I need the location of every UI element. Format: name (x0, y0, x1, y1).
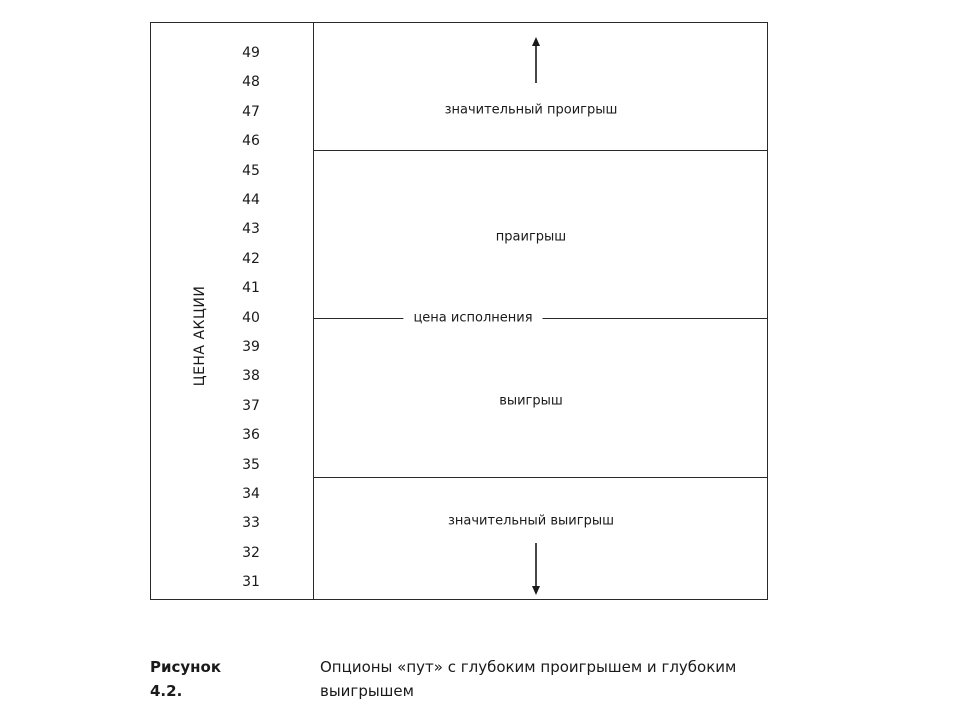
price-axis: ЦЕНА АКЦИИ 49 48 47 46 45 44 43 42 41 40… (151, 23, 314, 599)
tick-label: 48 (242, 74, 260, 90)
strike-label: цена исполнения (403, 310, 543, 326)
diagram-frame: ЦЕНА АКЦИИ 49 48 47 46 45 44 43 42 41 40… (150, 22, 768, 600)
zone-label-gain: выигрыш (499, 393, 563, 409)
tick-label: 45 (242, 163, 260, 179)
tick-label: 44 (242, 192, 260, 208)
divider-line (314, 477, 767, 478)
tick-label: 36 (242, 427, 260, 443)
tick-label: 41 (242, 280, 260, 296)
tick-label: 31 (242, 574, 260, 590)
tick-label: 47 (242, 104, 260, 120)
tick-label: 34 (242, 486, 260, 502)
tick-label: 38 (242, 368, 260, 384)
zone-label-big-gain: значительный выигрыш (447, 513, 615, 529)
tick-label: 39 (242, 339, 260, 355)
tick-label: 46 (242, 133, 260, 149)
tick-label: 43 (242, 221, 260, 237)
divider-line (314, 150, 767, 151)
tick-label: 35 (242, 457, 260, 473)
tick-label: 32 (242, 545, 260, 561)
caption-label: Рисунок 4.2. (150, 658, 222, 700)
zone-label-big-loss: значительный проигрыш (444, 102, 618, 118)
tick-label: 40 (242, 310, 260, 326)
caption-text: Опционы «пут» с глубоким проигрышем и гл… (320, 658, 737, 700)
zone-label-loss: праигрыш (495, 229, 567, 245)
tick-label: 42 (242, 251, 260, 267)
tick-label: 49 (242, 45, 260, 61)
tick-label: 33 (242, 515, 260, 531)
tick-label: 37 (242, 398, 260, 414)
arrow-up-icon (532, 37, 540, 83)
axis-title: ЦЕНА АКЦИИ (192, 285, 208, 387)
arrow-down-icon (532, 543, 540, 595)
